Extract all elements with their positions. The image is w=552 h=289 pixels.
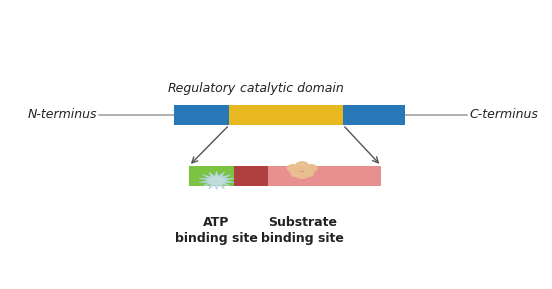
- Ellipse shape: [296, 173, 308, 178]
- Bar: [189, 166, 233, 186]
- Ellipse shape: [288, 165, 298, 172]
- Ellipse shape: [306, 165, 317, 172]
- Ellipse shape: [291, 170, 300, 176]
- Bar: [230, 105, 343, 125]
- Bar: [343, 105, 405, 125]
- Text: ATP
binding site: ATP binding site: [175, 216, 258, 245]
- Bar: [233, 166, 268, 186]
- Ellipse shape: [296, 162, 309, 170]
- Text: C-terminus: C-terminus: [469, 108, 538, 121]
- Text: Substrate
binding site: Substrate binding site: [261, 216, 343, 245]
- Bar: [174, 105, 230, 125]
- Text: catalytic domain: catalytic domain: [240, 82, 343, 95]
- Text: N-terminus: N-terminus: [27, 108, 97, 121]
- Bar: [268, 166, 381, 186]
- Ellipse shape: [304, 170, 314, 176]
- Text: Regulatory: Regulatory: [167, 82, 236, 95]
- Polygon shape: [199, 171, 234, 190]
